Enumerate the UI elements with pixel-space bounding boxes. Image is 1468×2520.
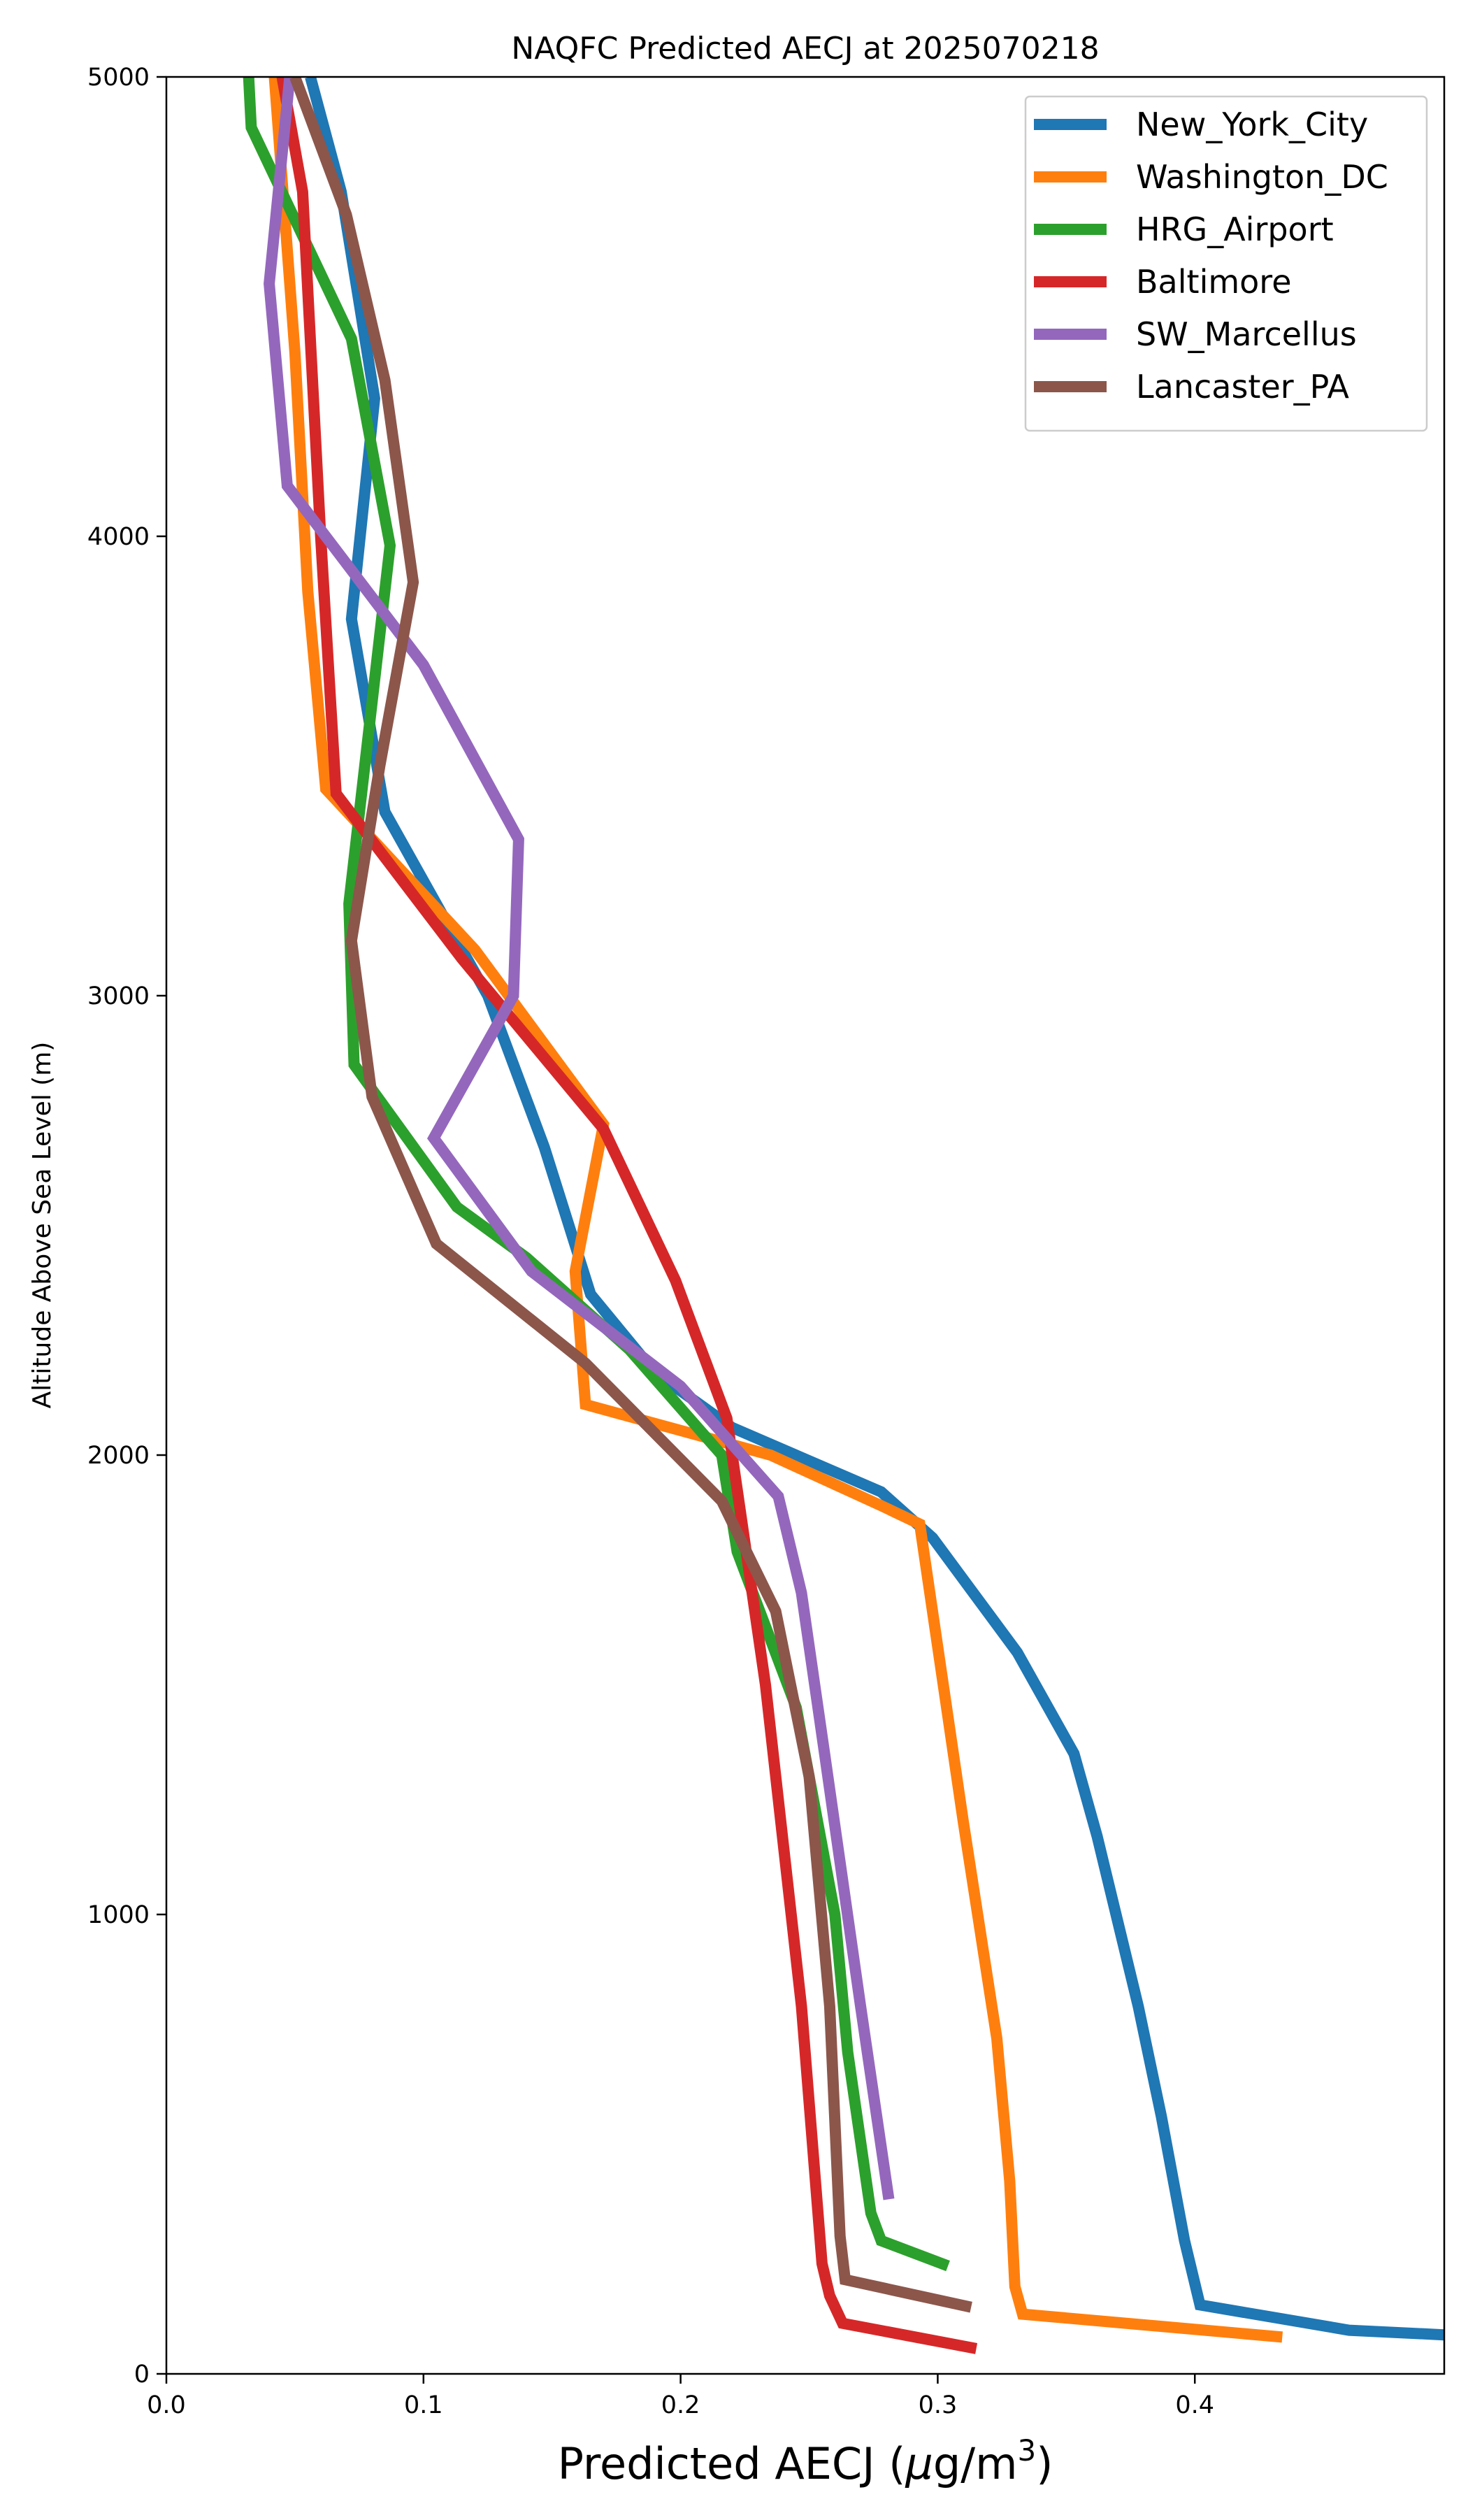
x-axis-label: Predicted AECJ (μg/m3) <box>558 2433 1053 2489</box>
x-axis: 0.0 0.1 0.2 0.3 0.4 <box>147 2374 1214 2419</box>
y-tick-label: 4000 <box>87 523 150 551</box>
legend-frame <box>1024 95 1428 432</box>
legend-entry-label: Lancaster_PA <box>1136 368 1349 406</box>
series-layer <box>243 77 1444 2354</box>
legend-entry-label: Washington_DC <box>1136 158 1388 196</box>
chart-title: NAQFC Predicted AECJ at 2025070218 <box>511 31 1099 66</box>
y-axis: 0 1000 2000 3000 4000 5000 <box>87 64 166 2389</box>
x-tick-label: 0.2 <box>661 2391 700 2419</box>
y-tick-label: 1000 <box>87 1901 150 1929</box>
y-tick-label: 0 <box>134 2361 150 2389</box>
x-tick-label: 0.0 <box>147 2391 186 2419</box>
x-axis-label-superscript: 3 <box>1017 2433 1036 2468</box>
x-axis-label-main: Predicted AECJ ( <box>558 2438 906 2489</box>
x-tick-label: 0.3 <box>919 2391 958 2419</box>
legend-entry-label: Baltimore <box>1136 263 1292 301</box>
x-tick-label: 0.1 <box>404 2391 443 2419</box>
series-line-sw-marcellus <box>264 77 895 2200</box>
series-line-washington-dc <box>268 77 1283 2343</box>
x-axis-label-mu: μ <box>905 2438 933 2489</box>
x-axis-label-close: ) <box>1036 2438 1053 2489</box>
legend-entry-label: New_York_City <box>1136 106 1368 143</box>
series-line-baltimore <box>276 77 978 2354</box>
series-line-lancaster-pa <box>289 77 972 2313</box>
y-tick-label: 3000 <box>87 982 150 1010</box>
x-axis-label-unit: g/m <box>933 2438 1018 2489</box>
x-tick-label: 0.4 <box>1175 2391 1214 2419</box>
y-axis-label: Altitude Above Sea Level (m) <box>28 1042 57 1409</box>
plot-area-frame <box>165 76 1446 2375</box>
legend-entry-label: SW_Marcellus <box>1136 315 1357 353</box>
legend-entry-label: HRG_Airport <box>1136 210 1334 248</box>
y-tick-label: 5000 <box>87 64 150 92</box>
y-tick-label: 2000 <box>87 1442 150 1470</box>
series-line-new-york-city <box>305 77 1444 2341</box>
legend: New_York_City Washington_DC HRG_Airport Bal… <box>1024 95 1428 432</box>
